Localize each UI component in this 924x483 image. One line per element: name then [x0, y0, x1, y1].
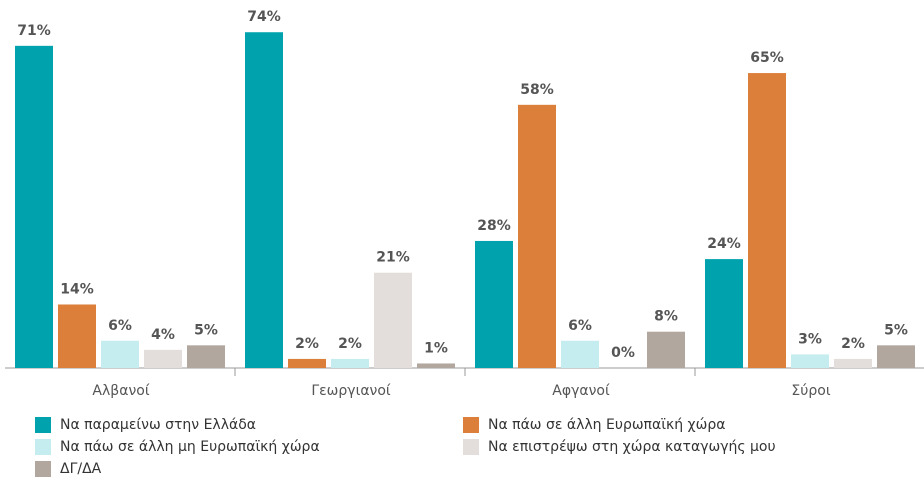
- bar: [374, 272, 412, 368]
- data-label: 74%: [247, 9, 281, 25]
- bar: [58, 304, 96, 368]
- bar: [101, 340, 139, 368]
- data-label: 8%: [654, 309, 678, 325]
- data-label: 4%: [151, 327, 175, 343]
- x-tick-label: Σύροι: [791, 383, 830, 399]
- data-label: 65%: [750, 50, 784, 66]
- bar: [561, 340, 599, 368]
- bar: [245, 32, 283, 368]
- data-label: 5%: [194, 322, 218, 338]
- data-label: 2%: [841, 336, 865, 352]
- bar: [877, 345, 915, 368]
- legend-swatch: [463, 417, 479, 433]
- legend-swatch: [35, 461, 51, 477]
- bar: [187, 345, 225, 368]
- x-tick-label: Αλβανοί: [92, 383, 149, 399]
- bar: [288, 358, 326, 368]
- bar: [791, 354, 829, 368]
- data-label: 58%: [520, 82, 554, 98]
- data-label: 71%: [17, 23, 51, 39]
- data-label: 2%: [338, 336, 362, 352]
- x-tick-label: Γεωργιανοί: [311, 383, 391, 399]
- x-tick-label: Αφγανοί: [552, 383, 610, 399]
- legend-label: Να παραμείνω στην Ελλάδα: [60, 417, 256, 433]
- bar: [15, 45, 53, 369]
- data-label: 1%: [424, 340, 448, 356]
- bar: [834, 358, 872, 368]
- data-label: 28%: [477, 218, 511, 234]
- bar: [475, 240, 513, 368]
- data-label: 5%: [884, 322, 908, 338]
- legend-label: Να πάω σε άλλη Ευρωπαϊκή χώρα: [488, 417, 725, 433]
- data-label: 24%: [707, 236, 741, 252]
- data-label: 6%: [108, 318, 132, 334]
- bar: [748, 73, 786, 368]
- data-label: 14%: [60, 281, 94, 297]
- legend-swatch: [463, 439, 479, 455]
- bar: [647, 331, 685, 368]
- legend-label: Να επιστρέψω στη χώρα καταγωγής μου: [488, 439, 776, 455]
- bar: [417, 363, 455, 368]
- data-label: 3%: [798, 331, 822, 347]
- bar: [705, 259, 743, 368]
- legend-swatch: [35, 439, 51, 455]
- bar: [518, 104, 556, 368]
- legend-swatch: [35, 417, 51, 433]
- data-label: 6%: [568, 318, 592, 334]
- bar: [331, 358, 369, 368]
- bar: [144, 349, 182, 368]
- legend-label: Να πάω σε άλλη μη Ευρωπαϊκή χώρα: [60, 439, 320, 455]
- data-label: 0%: [611, 345, 635, 361]
- data-label: 2%: [295, 336, 319, 352]
- legend-label: ΔΓ/ΔΑ: [60, 461, 102, 477]
- data-label: 21%: [376, 250, 410, 266]
